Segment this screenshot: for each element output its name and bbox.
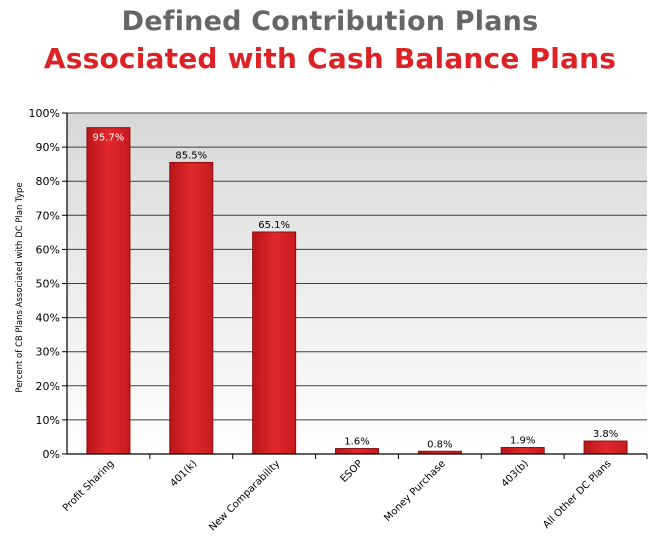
y-tick-label: 0% bbox=[43, 448, 60, 461]
y-tick-label: 70% bbox=[36, 209, 60, 222]
y-tick-label: 10% bbox=[36, 414, 60, 427]
y-tick-label: 30% bbox=[36, 346, 60, 359]
data-label: 1.6% bbox=[344, 437, 369, 448]
bar bbox=[583, 440, 628, 455]
gridlines bbox=[62, 112, 647, 455]
x-tick-label: All Other DC Plans bbox=[541, 458, 613, 530]
bar bbox=[252, 231, 297, 455]
data-label: 1.9% bbox=[510, 436, 535, 447]
data-label: 3.8% bbox=[593, 429, 618, 440]
y-axis-label: Percent of CB Plans Associated with DC P… bbox=[15, 182, 25, 392]
bars bbox=[86, 127, 648, 459]
y-tick-label: 20% bbox=[36, 380, 60, 393]
y-tick-labels: 0% 10% 20% 30% 40% 50% 60% 70% 80% 90% 100% bbox=[29, 107, 60, 461]
y-tick-label: 90% bbox=[36, 141, 60, 154]
x-tick-label: 403(b) bbox=[500, 458, 531, 489]
x-tick-labels: Profit Sharing 401(k) New Comparability ESO… bbox=[61, 458, 614, 533]
y-tick-label: 80% bbox=[36, 175, 60, 188]
x-tick-label: Money Purchase bbox=[382, 458, 448, 524]
bar bbox=[335, 448, 379, 455]
data-label: 0.8% bbox=[427, 439, 452, 450]
x-tick-label: ESOP bbox=[339, 458, 366, 485]
x-tick-label: Profit Sharing bbox=[61, 458, 117, 514]
x-tick-label: 401(k) bbox=[169, 458, 200, 489]
data-labels: 95.7% 85.5% 65.1% 1.6% 0.8% 1.9% 3.8% bbox=[93, 133, 619, 451]
data-label: 65.1% bbox=[258, 220, 290, 231]
data-label: 85.5% bbox=[175, 150, 207, 161]
chart-subtitle: Associated with Cash Balance Plans bbox=[43, 42, 617, 75]
y-tick-label: 40% bbox=[36, 312, 60, 325]
bar bbox=[500, 447, 545, 455]
chart-title: Defined Contribution Plans bbox=[121, 6, 539, 37]
data-label: 95.7% bbox=[93, 133, 125, 144]
bar bbox=[169, 161, 214, 455]
y-tick-label: 100% bbox=[29, 107, 60, 120]
bar bbox=[86, 127, 131, 455]
y-tick-label: 50% bbox=[36, 278, 60, 291]
x-tick-label: New Comparability bbox=[207, 458, 282, 533]
y-tick-label: 60% bbox=[36, 243, 60, 256]
